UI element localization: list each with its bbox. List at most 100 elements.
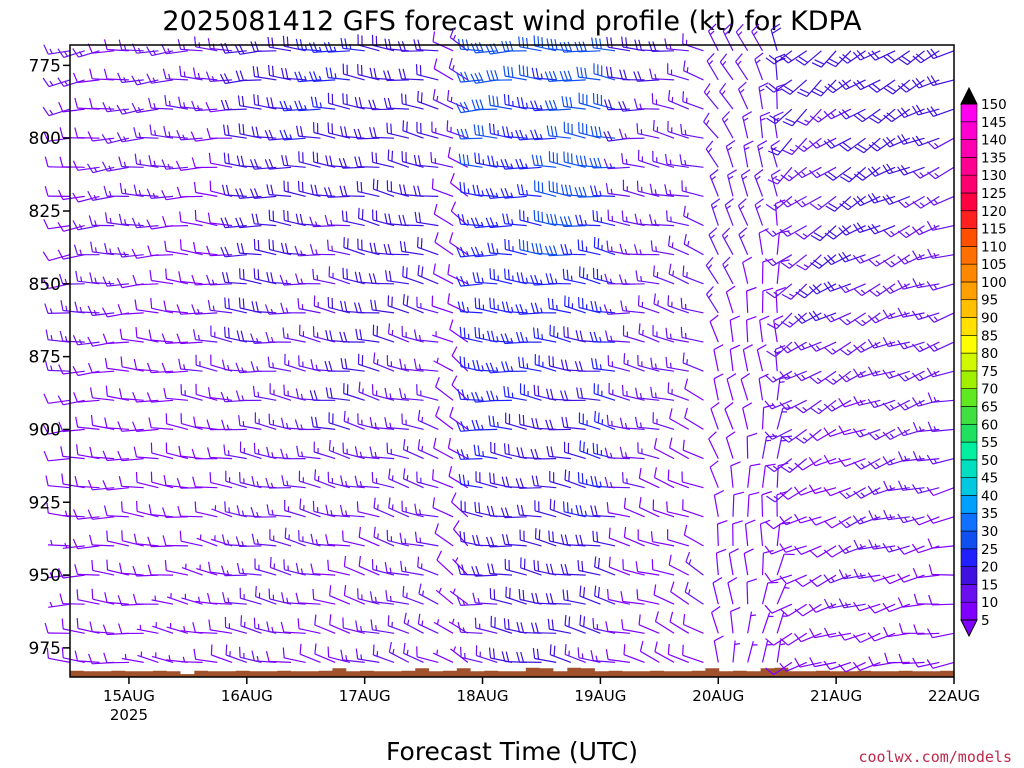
wind-barb — [797, 79, 822, 98]
wind-barb — [654, 611, 675, 634]
wind-barb — [779, 341, 807, 354]
wind-barb — [355, 620, 380, 634]
wind-barb — [279, 129, 306, 141]
colorbar-label: 115 — [981, 222, 1007, 238]
wind-barb — [224, 297, 247, 314]
wind-barb — [779, 399, 807, 411]
wind-barb — [782, 108, 808, 127]
wind-barb — [249, 188, 277, 199]
wind-barb — [811, 50, 837, 68]
wind-barb — [621, 384, 645, 401]
wind-barb — [133, 127, 159, 139]
wind-barb — [780, 254, 808, 269]
wind-barb — [809, 370, 837, 385]
wind-barb — [564, 295, 586, 314]
colorbar-label: 125 — [981, 186, 1007, 202]
wind-barb — [682, 265, 704, 285]
wind-barb — [280, 448, 306, 460]
wind-barb — [652, 412, 675, 430]
wind-barb — [59, 593, 85, 605]
x-tick-label: 18AUG — [457, 687, 509, 705]
colorbar-label: 45 — [981, 471, 998, 487]
wind-barb — [926, 75, 955, 87]
wind-barb — [825, 195, 852, 212]
wind-barb — [592, 267, 616, 285]
wind-barb — [72, 160, 100, 171]
wind-barb — [340, 649, 365, 663]
wind-barb — [486, 536, 513, 548]
wind-barb — [503, 386, 527, 401]
wind-barb — [181, 563, 203, 576]
y-tick-label: 850 — [29, 275, 61, 295]
wind-barb — [355, 328, 380, 343]
wind-barb — [207, 212, 233, 227]
wind-barb — [314, 469, 336, 489]
wind-barb — [603, 158, 630, 170]
wind-barb — [912, 195, 940, 209]
y-tick-label: 950 — [29, 566, 61, 586]
wind-barb — [765, 458, 793, 473]
wind-barb — [705, 140, 719, 168]
wind-barb — [653, 584, 675, 605]
wind-barb — [779, 603, 808, 617]
wind-barb — [357, 413, 380, 430]
wind-barb — [42, 251, 71, 262]
wind-barb — [472, 272, 498, 285]
wind-barb — [638, 497, 660, 518]
wind-barb — [148, 329, 174, 343]
wind-barb — [327, 559, 351, 576]
wind-barb — [116, 132, 144, 143]
wind-barb — [74, 97, 100, 110]
colorbar-swatch — [960, 352, 978, 372]
wind-barb — [652, 119, 675, 139]
wind-barb — [725, 285, 736, 314]
wind-barb — [761, 287, 774, 313]
wind-barb — [90, 241, 115, 256]
wind-barb — [489, 588, 513, 605]
wind-barb — [867, 632, 896, 642]
wind-barb — [151, 652, 174, 663]
wind-barb — [794, 545, 822, 555]
wind-barb — [164, 240, 188, 256]
wind-barb — [58, 568, 85, 579]
wind-barb — [387, 323, 410, 343]
wind-barb — [136, 624, 159, 634]
wind-barb — [666, 501, 689, 518]
wind-barb — [838, 312, 866, 326]
wind-barb — [927, 392, 955, 403]
wind-barb — [353, 302, 380, 314]
wind-barb — [323, 187, 350, 198]
wind-barb — [43, 450, 71, 462]
colorbar-swatch — [960, 317, 978, 336]
wind-barb — [220, 99, 247, 111]
wind-barb — [251, 126, 277, 139]
wind-barb — [134, 153, 159, 168]
wind-barb — [898, 653, 925, 665]
wind-barb — [758, 373, 769, 401]
wind-barb — [413, 358, 439, 372]
wind-barb — [417, 439, 439, 460]
wind-barb — [604, 476, 630, 489]
wind-barb — [775, 286, 787, 313]
wind-barb — [574, 361, 601, 372]
wind-barb — [48, 601, 71, 608]
wind-barb — [504, 238, 527, 256]
wind-barb — [162, 216, 188, 227]
wind-barb — [297, 298, 321, 314]
wind-barb — [779, 50, 808, 64]
wind-barb — [754, 198, 764, 226]
wind-barb — [756, 344, 767, 372]
wind-barb — [61, 473, 85, 489]
wind-barb — [414, 503, 439, 518]
wind-barb — [340, 358, 365, 372]
y-tick-label: 925 — [29, 493, 61, 513]
wind-barb — [132, 421, 159, 432]
wind-barb — [897, 307, 925, 318]
wind-barb — [757, 140, 768, 168]
wind-barb — [433, 58, 454, 81]
wind-barb — [653, 438, 675, 460]
wind-barb — [488, 415, 513, 430]
wind-barb — [343, 237, 365, 256]
wind-barb — [854, 137, 881, 154]
wind-barb — [500, 507, 527, 519]
